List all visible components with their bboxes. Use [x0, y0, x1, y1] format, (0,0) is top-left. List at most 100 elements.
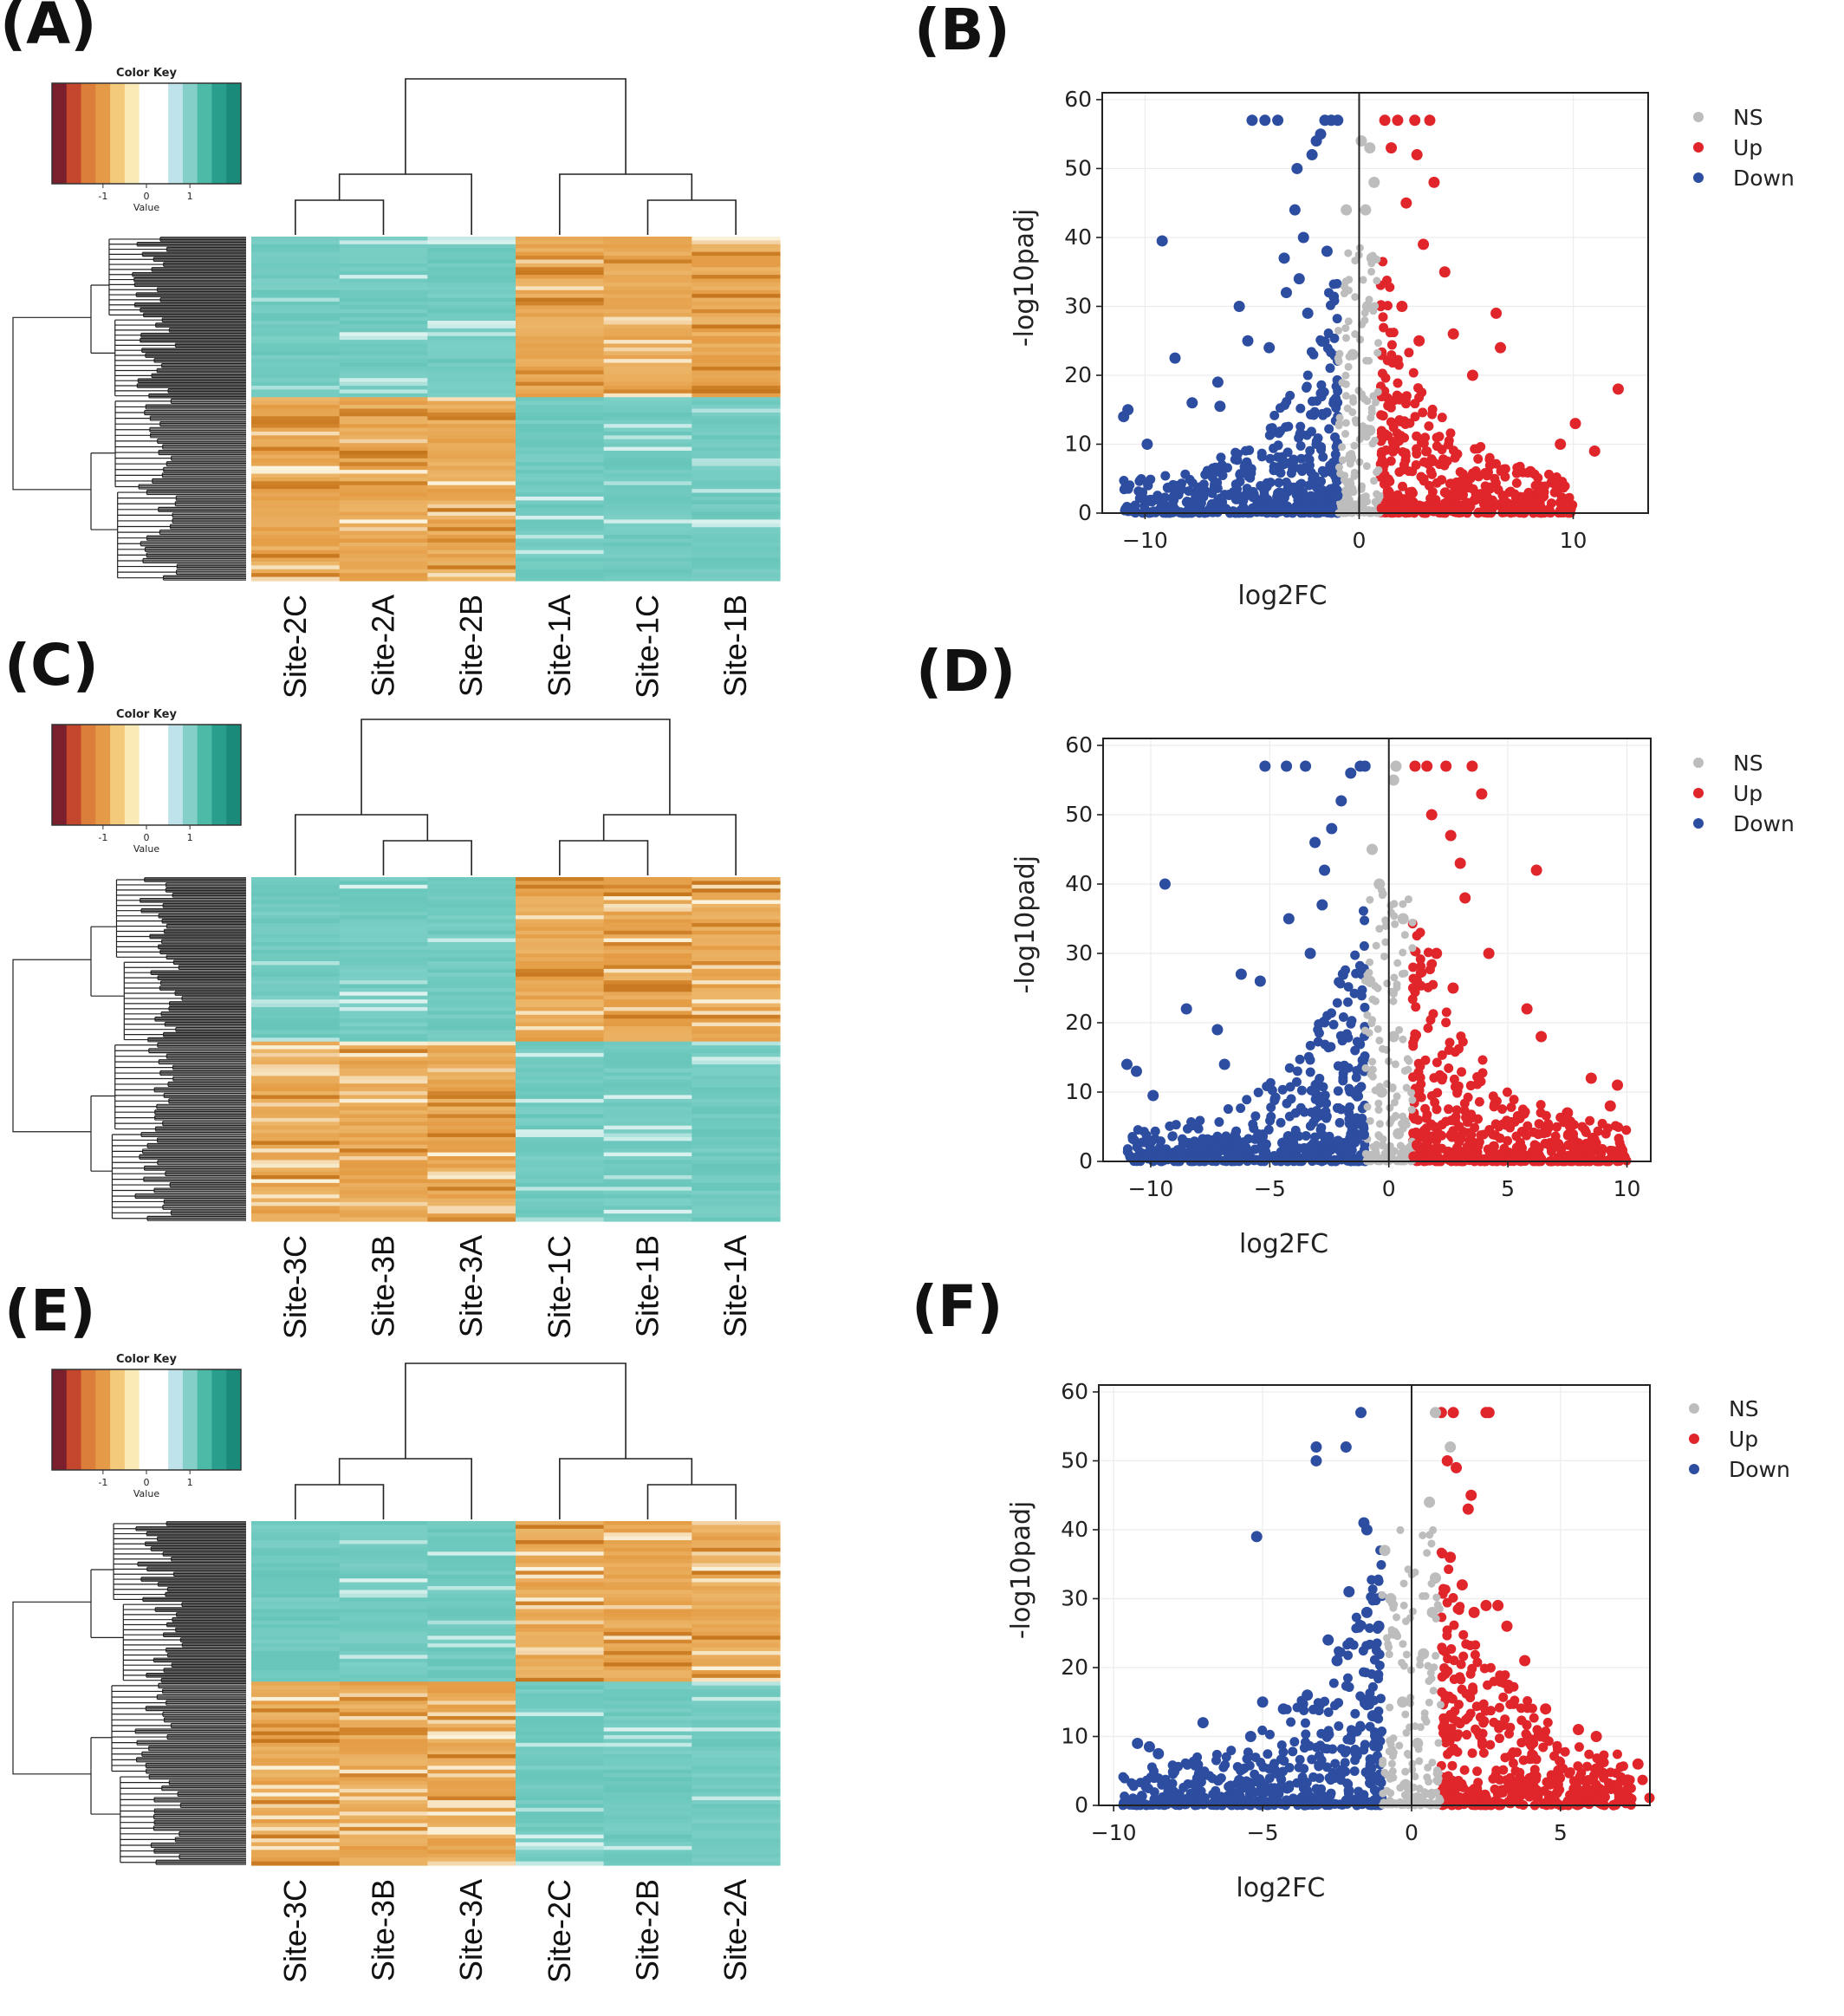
down-point: [1285, 390, 1295, 400]
heatmap-cell: [251, 1685, 341, 1690]
heatmap-cell: [516, 297, 605, 302]
heatmap-cell: [692, 1616, 781, 1622]
heatmap-cell: [427, 1171, 516, 1176]
heatmap-cell: [516, 1136, 605, 1141]
heatmap-cell: [692, 484, 781, 490]
ns-point: [1400, 931, 1409, 940]
heatmap-cell: [516, 1578, 605, 1584]
up-point: [1614, 1134, 1624, 1144]
x-axis-title: log2FC: [1237, 581, 1327, 611]
up-point: [1377, 455, 1387, 465]
up-point: [1564, 1121, 1575, 1131]
down-point: [1144, 1148, 1154, 1158]
down-point: [1242, 1095, 1252, 1105]
heatmap-cell: [339, 1018, 428, 1024]
ns-point: [1391, 1060, 1399, 1069]
heatmap-cell: [251, 1574, 341, 1579]
down-point: [1321, 245, 1333, 257]
heatmap-cell: [516, 1769, 605, 1774]
heatmap-cell: [427, 1003, 516, 1008]
heatmap-cell: [339, 1643, 428, 1649]
down-point: [1253, 1087, 1263, 1097]
heatmap-cell: [692, 1727, 781, 1733]
down-point: [1282, 913, 1295, 925]
heatmap-cell: [427, 1761, 516, 1766]
heatmap-cell: [339, 1152, 428, 1157]
down-point: [1214, 400, 1226, 413]
heatmap-cell: [516, 1110, 605, 1115]
heatmap-cells: [251, 877, 781, 1222]
down-point: [1240, 1142, 1251, 1154]
heatmap-cell: [251, 1624, 341, 1629]
heatmap-cell: [339, 1605, 428, 1610]
heatmap-cell: [251, 927, 341, 932]
heatmap-cell: [603, 335, 692, 341]
heatmap-cell: [427, 892, 516, 897]
color-key-band: [153, 83, 169, 184]
heatmap-cell: [427, 335, 516, 341]
heatmap-cell: [603, 1532, 692, 1538]
heatmap-cell: [251, 1701, 341, 1706]
heatmap-cell: [603, 881, 692, 886]
heatmap-cell: [251, 1098, 341, 1103]
down-point: [1278, 252, 1290, 264]
color-key-band: [197, 725, 212, 825]
color-key-band: [81, 83, 96, 184]
y-axis-title: -log10padj: [1010, 209, 1040, 348]
heatmap-cell: [339, 1597, 428, 1603]
heatmap-cell: [603, 1217, 692, 1222]
heatmap-cell: [251, 1819, 341, 1824]
heatmap-cell: [603, 1098, 692, 1103]
up-point: [1415, 927, 1425, 938]
heatmap-cell: [603, 424, 692, 429]
color-key-band: [95, 1369, 111, 1470]
up-point: [1437, 413, 1447, 423]
heatmap-cell: [692, 316, 781, 322]
ns-point: [1387, 774, 1399, 786]
heatmap-cell: [427, 400, 516, 406]
heatmap-cell: [339, 1102, 428, 1108]
heatmap-cell: [516, 1163, 605, 1168]
up-point: [1427, 1131, 1438, 1142]
heatmap-cell: [427, 576, 516, 582]
ns-point: [1390, 912, 1399, 920]
heatmap-cell: [251, 1601, 341, 1606]
ns-point: [1334, 354, 1342, 362]
heatmap-cell: [427, 1525, 516, 1530]
heatmap-cell: [516, 1087, 605, 1092]
heatmap-cell: [427, 244, 516, 249]
down-point: [1302, 307, 1314, 319]
heatmap-cell: [251, 1190, 341, 1195]
heatmap-cell: [516, 439, 605, 444]
heatmap-cell: [516, 1148, 605, 1154]
heatmap-cell: [603, 1175, 692, 1180]
heatmap-cell: [516, 1800, 605, 1805]
heatmap-cell: [427, 443, 516, 448]
heatmap-cell: [692, 1785, 781, 1790]
heatmap-cell: [516, 400, 605, 406]
down-point: [1357, 985, 1367, 995]
heatmap-cell: [427, 297, 516, 302]
heatmap-cell: [516, 263, 605, 268]
up-point: [1413, 335, 1425, 347]
heatmap-cell: [251, 259, 341, 264]
heatmap-cell: [516, 915, 605, 920]
heatmap-cell: [427, 1792, 516, 1798]
heatmap-cell: [516, 435, 605, 440]
heatmap-cell: [339, 386, 428, 391]
up-point: [1377, 368, 1387, 379]
down-point: [1239, 461, 1250, 471]
heatmap-cell: [516, 313, 605, 318]
heatmap-cell: [692, 359, 781, 364]
heatmap-cell: [339, 938, 428, 943]
up-point: [1398, 481, 1408, 491]
ns-point: [1341, 392, 1350, 400]
heatmap-cell: [427, 454, 516, 459]
ns-point: [1397, 1149, 1406, 1158]
heatmap-cell: [603, 987, 692, 992]
heatmap-cell: [427, 419, 516, 425]
up-point: [1511, 478, 1522, 488]
heatmap-cell: [251, 1746, 341, 1752]
heatmap-cell: [516, 1845, 605, 1850]
heatmap-cell: [251, 1831, 341, 1836]
